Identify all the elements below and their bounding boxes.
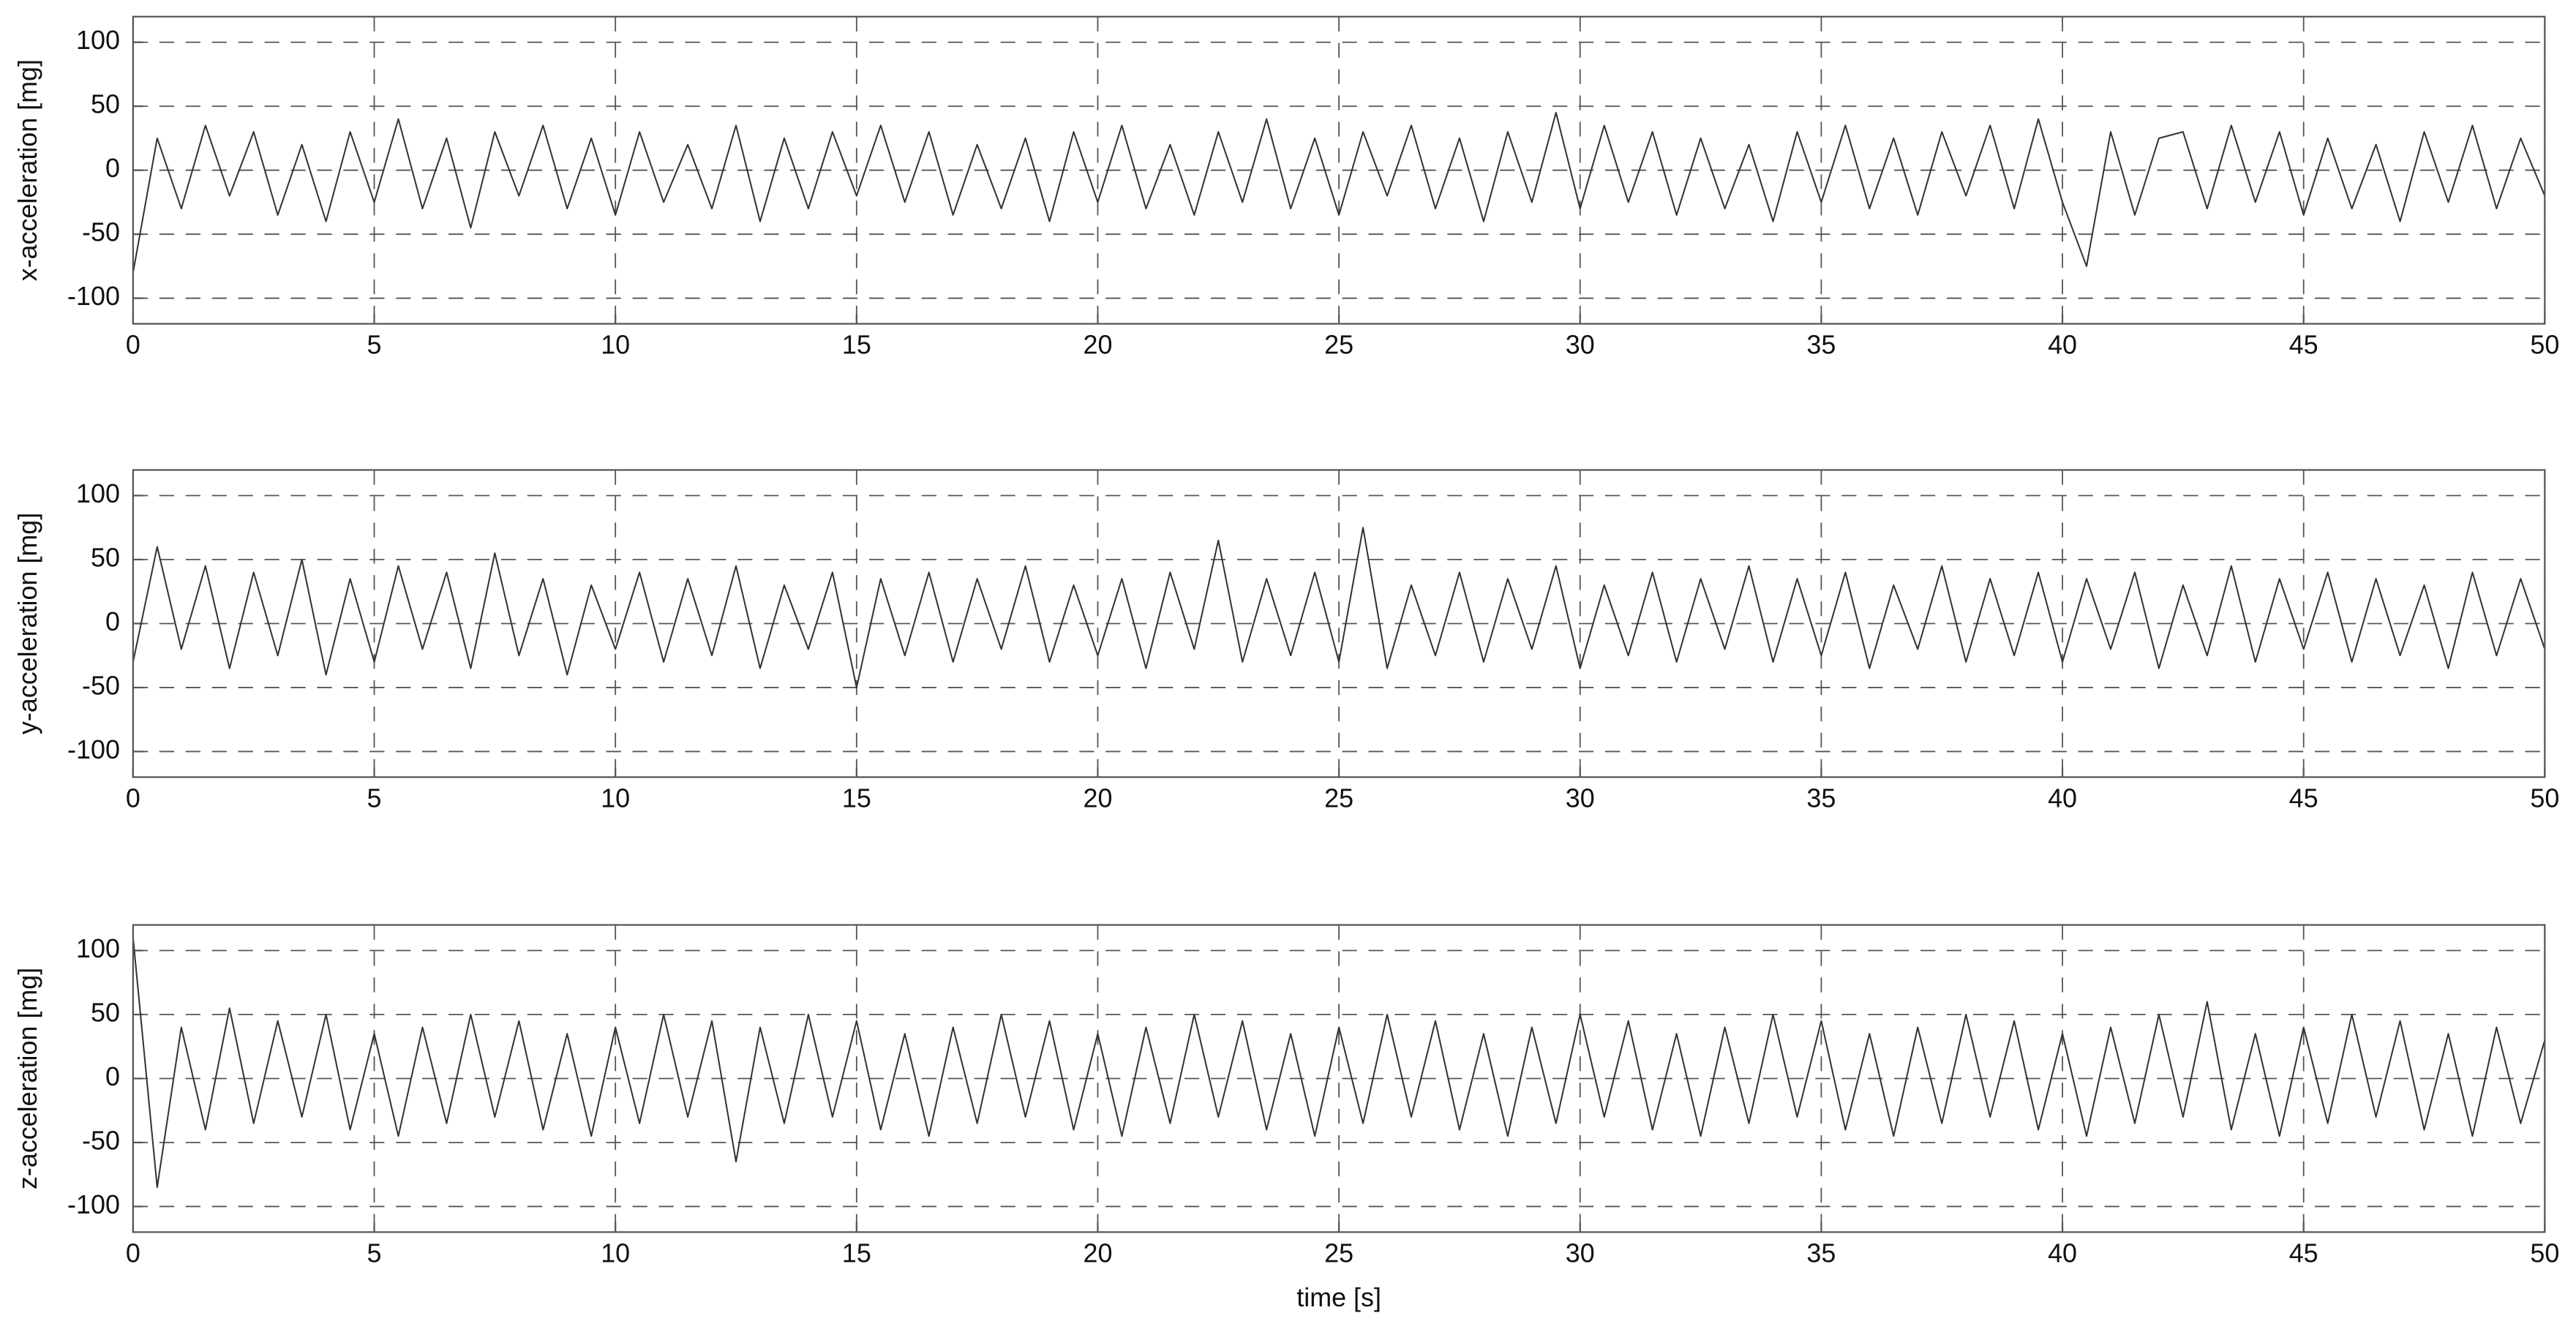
y-tick-label: -50 [82,1125,120,1155]
x-tick-label: 10 [601,1238,630,1268]
x-tick-label: 20 [1083,783,1112,813]
y-tick-label: -50 [82,217,120,247]
x-tick-label: 0 [126,783,140,813]
x-tick-label: 35 [1806,1238,1836,1268]
x-tick-label: 20 [1083,330,1112,360]
x-tick-label: 35 [1806,330,1836,360]
x-tick-label: 0 [126,330,140,360]
plot-frame [132,15,2546,325]
y-axis-label: z-acceleration [mg] [12,968,42,1189]
y-tick-label: 100 [76,933,120,963]
plot-frame [132,469,2546,778]
data-line [132,937,2546,1189]
x-tick-label: 10 [601,330,630,360]
x-tick-label: 30 [1566,330,1595,360]
x-tick-label: 40 [2048,1238,2077,1268]
x-tick-label: 15 [842,1238,871,1268]
x-tick-label: 25 [1324,783,1353,813]
y-tick-label: -50 [82,670,120,700]
x-tick-label: 25 [1324,1238,1353,1268]
x-tick-label: 5 [367,783,382,813]
y-tick-label: 50 [91,89,120,119]
y-tick-label: 0 [105,1061,120,1091]
x-tick-label: 45 [2289,783,2318,813]
x-tick-label: 0 [126,1238,140,1268]
x-axis-label: time [s] [1296,1282,1381,1312]
x-tick-label: 50 [2530,1238,2559,1268]
x-tick-label: 10 [601,783,630,813]
x-tick-label: 45 [2289,330,2318,360]
data-line [132,111,2546,273]
x-tick-label: 45 [2289,1238,2318,1268]
y-tick-label: 0 [105,606,120,636]
y-tick-label: -100 [67,734,120,764]
y-tick-label: 50 [91,997,120,1027]
x-tick-label: 20 [1083,1238,1112,1268]
x-tick-label: 15 [842,783,871,813]
x-tick-label: 5 [367,330,382,360]
x-tick-label: 5 [367,1238,382,1268]
x-tick-label: 50 [2530,783,2559,813]
y-tick-label: -100 [67,281,120,311]
x-tick-label: 40 [2048,783,2077,813]
x-tick-label: 15 [842,330,871,360]
x-tick-label: 35 [1806,783,1836,813]
y-axis-label: y-acceleration [mg] [12,513,42,734]
y-tick-label: 0 [105,153,120,183]
y-tick-label: 100 [76,478,120,508]
y-tick-label: -100 [67,1189,120,1219]
x-tick-label: 30 [1566,1238,1595,1268]
data-line [132,527,2546,688]
x-tick-label: 30 [1566,783,1595,813]
x-tick-label: 40 [2048,330,2077,360]
y-axis-label: x-acceleration [mg] [12,59,42,281]
plot-frame [132,924,2546,1233]
y-tick-label: 100 [76,25,120,55]
x-tick-label: 25 [1324,330,1353,360]
y-tick-label: 50 [91,542,120,572]
x-tick-label: 50 [2530,330,2559,360]
